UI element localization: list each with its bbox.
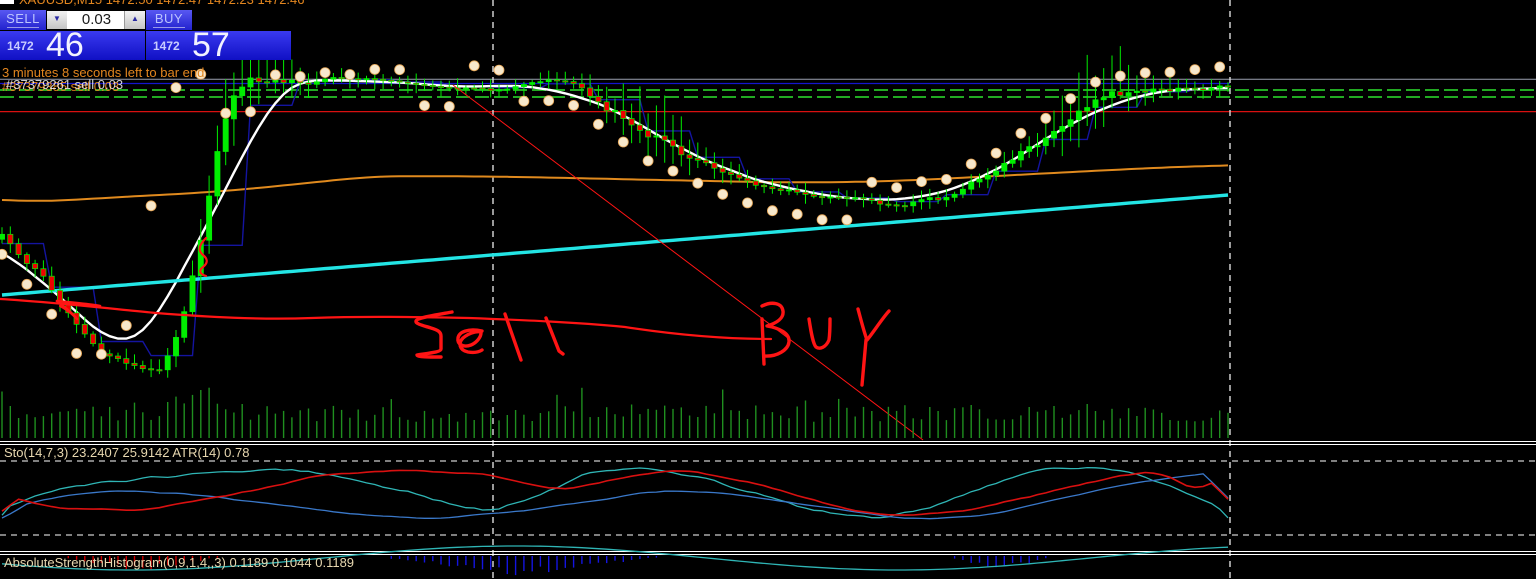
- svg-text:AbsoluteStrengthHistogram(0,9,: AbsoluteStrengthHistogram(0,9,1,4,,3) 0.…: [4, 555, 354, 570]
- svg-text:Sto(14,7,3) 23.2407 25.9142: Sto(14,7,3) 23.2407 25.9142 ATR(14) 0.78: [4, 445, 249, 460]
- svg-text:XAUUSD,M15 1472.50 1472.47 14: XAUUSD,M15 1472.50 1472.47 1472.23 1472.…: [19, 0, 305, 7]
